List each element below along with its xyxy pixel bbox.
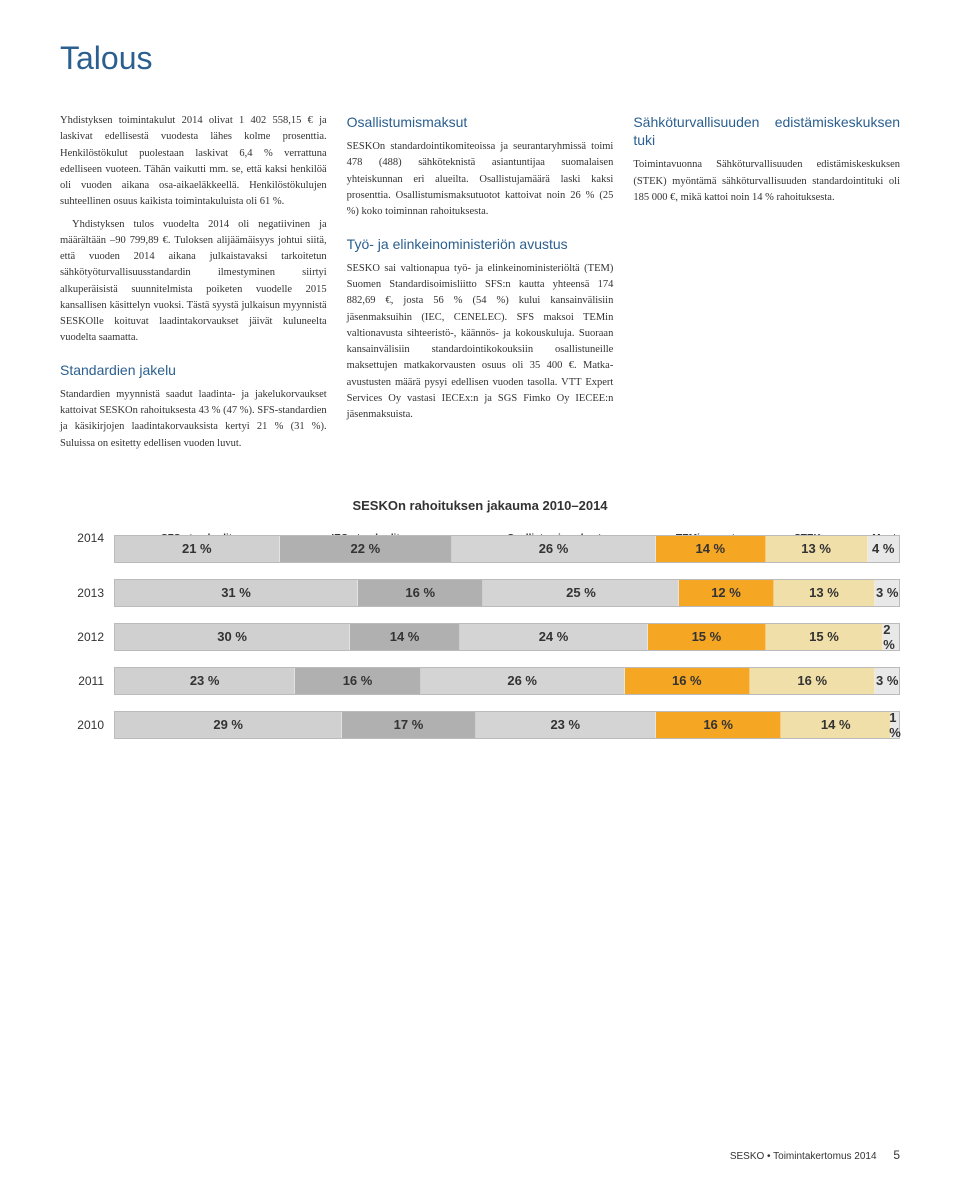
body-text: Standardien myynnistä saadut laadinta- j… <box>60 387 327 452</box>
body-text: Toimintavuonna Sähköturvallisuuden edist… <box>633 157 900 206</box>
bar-segment: 13 % <box>766 536 868 562</box>
body-text: SESKO sai valtionapua työ- ja elinkeinom… <box>347 261 614 424</box>
stacked-bar: 31 %16 %25 %12 %13 %3 % <box>114 579 900 607</box>
page-footer: SESKO • Toimintakertomus 2014 5 <box>730 1148 900 1162</box>
stacked-bar: 29 %17 %23 %16 %14 %1 % <box>114 711 900 739</box>
subheading: Sähköturvallisuuden edistämiskeskuksen t… <box>633 113 900 149</box>
column-1: Yhdistyksen toimintakulut 2014 olivat 1 … <box>60 113 327 458</box>
page-title: Talous <box>60 40 900 77</box>
column-3: Sähköturvallisuuden edistämiskeskuksen t… <box>633 113 900 458</box>
body-text: Yhdistyksen toimintakulut 2014 olivat 1 … <box>60 113 327 211</box>
bar-segment: 23 % <box>476 712 656 738</box>
bar-wrapper: 30 %14 %24 %15 %15 %2 % <box>114 623 900 651</box>
bar-wrapper: 29 %17 %23 %16 %14 %1 % <box>114 711 900 739</box>
stacked-bar-chart: 2014SFS-standarditIEC-standarditOsallist… <box>60 531 900 739</box>
column-2: Osallistumismaksut SESKOn standardointik… <box>347 113 614 458</box>
bar-segment: 13 % <box>774 580 876 606</box>
subheading: Työ- ja elinkeinoministeriön avustus <box>347 235 614 253</box>
stacked-bar: 21 %22 %26 %14 %13 %4 % <box>114 535 900 563</box>
chart-row: 2010 29 %17 %23 %16 %14 %1 % <box>60 711 900 739</box>
bar-segment: 15 % <box>648 624 766 650</box>
year-label: 2010 <box>60 718 104 732</box>
bar-wrapper: 23 %16 %26 %16 %16 %3 % <box>114 667 900 695</box>
bar-segment: 16 % <box>295 668 420 694</box>
chart-row: 201123 %16 %26 %16 %16 %3 % <box>60 667 900 695</box>
bar-segment: 3 % <box>875 580 899 606</box>
subheading: Osallistumismaksut <box>347 113 614 131</box>
chart-row: 21 %22 %26 %14 %13 %4 % <box>60 535 900 563</box>
bar-segment: 30 % <box>115 624 350 650</box>
chart-section: SESKOn rahoituksen jakauma 2010–2014 201… <box>60 498 900 739</box>
bar-wrapper: 21 %22 %26 %14 %13 %4 % <box>114 535 900 563</box>
bar-segment: 14 % <box>781 712 891 738</box>
text-columns: Yhdistyksen toimintakulut 2014 olivat 1 … <box>60 113 900 458</box>
stacked-bar: 23 %16 %26 %16 %16 %3 % <box>114 667 900 695</box>
bar-segment: 23 % <box>115 668 295 694</box>
bar-segment: 26 % <box>452 536 656 562</box>
bar-segment: 16 % <box>625 668 750 694</box>
page-number: 5 <box>893 1148 900 1162</box>
bar-segment: 31 % <box>115 580 358 606</box>
bar-segment: 25 % <box>483 580 679 606</box>
year-label: 2014 <box>60 531 104 545</box>
bar-segment: 14 % <box>656 536 766 562</box>
bar-segment: 2 % <box>883 624 899 650</box>
bar-wrapper: 31 %16 %25 %12 %13 %3 % <box>114 579 900 607</box>
body-text: SESKOn standardointikomiteoissa ja seura… <box>347 139 614 220</box>
bar-segment: 14 % <box>350 624 460 650</box>
bar-segment: 4 % <box>868 536 899 562</box>
year-label: 2012 <box>60 630 104 644</box>
bar-segment: 26 % <box>421 668 625 694</box>
bar-segment: 22 % <box>280 536 452 562</box>
bar-segment: 24 % <box>460 624 648 650</box>
bar-segment: 3 % <box>875 668 899 694</box>
chart-title: SESKOn rahoituksen jakauma 2010–2014 <box>60 498 900 513</box>
year-label: 2013 <box>60 586 104 600</box>
bar-segment: 12 % <box>679 580 773 606</box>
bar-segment: 15 % <box>766 624 884 650</box>
chart-row: 2013 31 %16 %25 %12 %13 %3 % <box>60 579 900 607</box>
chart-row: 201230 %14 %24 %15 %15 %2 % <box>60 623 900 651</box>
body-text: Yhdistyksen tulos vuodelta 2014 oli nega… <box>60 217 327 347</box>
bar-segment: 21 % <box>115 536 280 562</box>
bar-segment: 16 % <box>358 580 483 606</box>
year-label: 2011 <box>60 674 104 688</box>
bar-segment: 29 % <box>115 712 342 738</box>
stacked-bar: 30 %14 %24 %15 %15 %2 % <box>114 623 900 651</box>
bar-segment: 1 % <box>891 712 899 738</box>
bar-segment: 16 % <box>750 668 875 694</box>
bar-segment: 16 % <box>656 712 781 738</box>
footer-text: SESKO • Toimintakertomus 2014 <box>730 1151 877 1162</box>
bar-segment: 17 % <box>342 712 475 738</box>
subheading: Standardien jakelu <box>60 361 327 379</box>
